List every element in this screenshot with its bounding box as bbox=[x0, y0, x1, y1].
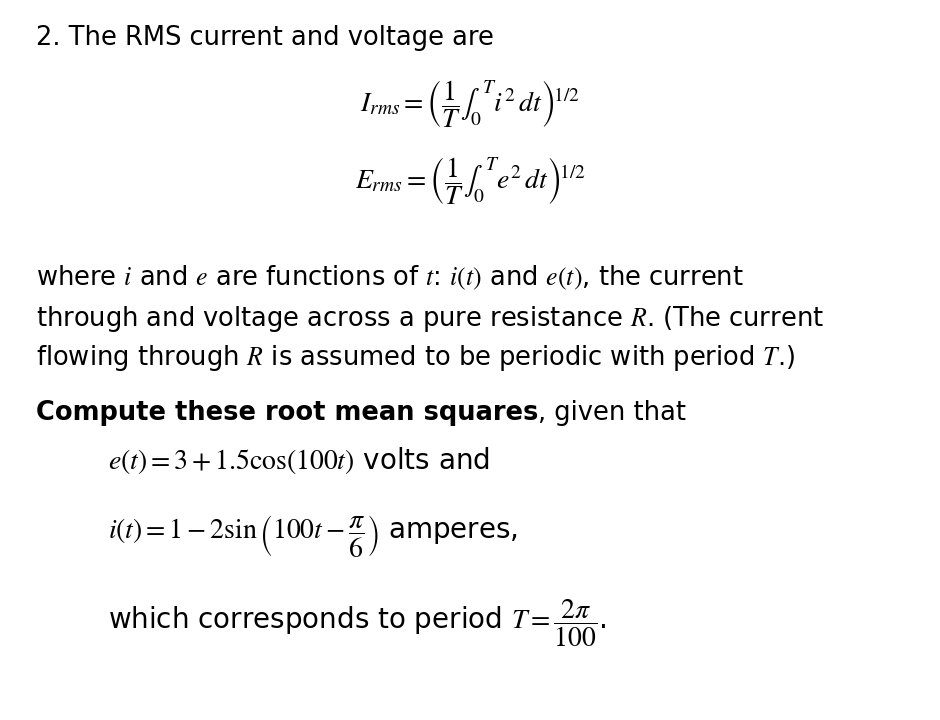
Text: 2. The RMS current and voltage are: 2. The RMS current and voltage are bbox=[36, 25, 494, 51]
Text: $E_{rms} = \left(\dfrac{1}{T} \int_0^{\,T} e^2\,dt\right)^{\!1/2}$: $E_{rms} = \left(\dfrac{1}{T} \int_0^{\,… bbox=[354, 156, 586, 207]
Text: through and voltage across a pure resistance $R$. (The current: through and voltage across a pure resist… bbox=[36, 304, 823, 334]
Text: $i(t) = 1 - 2\sin\left(100t - \dfrac{\pi}{6}\right)$ amperes,: $i(t) = 1 - 2\sin\left(100t - \dfrac{\pi… bbox=[108, 513, 518, 559]
Text: which corresponds to period $T = \dfrac{2\pi}{100}$.: which corresponds to period $T = \dfrac{… bbox=[108, 597, 606, 649]
Text: where $i$ and $e$ are functions of $t$: $i(t)$ and $e(t)$, the current: where $i$ and $e$ are functions of $t$: … bbox=[36, 264, 744, 292]
Text: $e(t) = 3 + 1.5\cos(100t)$ volts and: $e(t) = 3 + 1.5\cos(100t)$ volts and bbox=[108, 445, 490, 477]
Text: Compute these root mean squares: Compute these root mean squares bbox=[36, 400, 538, 426]
Text: , given that: , given that bbox=[538, 400, 686, 426]
Text: $I_{rms} = \left(\dfrac{1}{T} \int_0^{\,T} i^2\,dt\right)^{\!1/2}$: $I_{rms} = \left(\dfrac{1}{T} \int_0^{\,… bbox=[360, 78, 580, 130]
Text: flowing through $R$ is assumed to be periodic with period $T$.): flowing through $R$ is assumed to be per… bbox=[36, 343, 795, 374]
